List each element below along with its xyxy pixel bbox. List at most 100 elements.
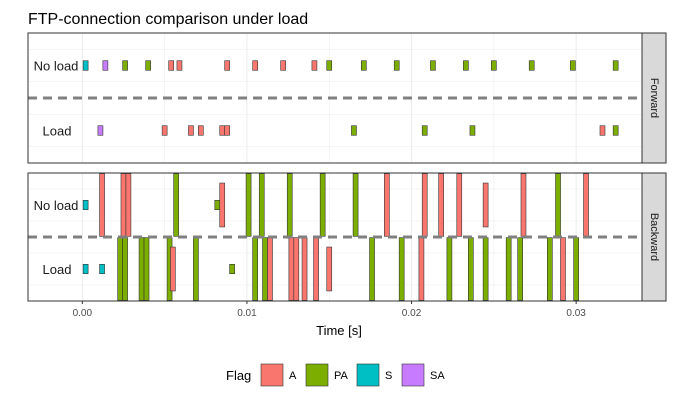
bar-a: [267, 237, 273, 301]
bar-a: [224, 60, 230, 71]
chart-title: FTP-connection comparison under load: [28, 11, 308, 28]
bar-pa: [326, 60, 333, 71]
bar-a: [438, 173, 444, 237]
legend-label-sa: SA: [430, 370, 445, 382]
bar-pa: [361, 60, 367, 71]
bar-a: [583, 173, 589, 237]
bar-a: [198, 125, 204, 136]
bar-a: [99, 173, 105, 237]
legend-title: Flag: [226, 368, 251, 383]
bar-a: [421, 173, 428, 237]
bar-pa: [482, 237, 489, 301]
bar-pa: [398, 237, 405, 301]
bar-a: [188, 125, 194, 136]
bar-pa: [469, 125, 476, 136]
bar-a: [168, 60, 175, 71]
bar-pa: [446, 237, 453, 301]
bar-pa: [117, 237, 123, 301]
bar-a: [176, 60, 183, 71]
bar-pa: [286, 173, 293, 237]
row-label: Load: [43, 262, 72, 277]
bar-pa: [468, 237, 474, 301]
legend-label-a: A: [289, 370, 297, 382]
bar-a: [224, 125, 230, 136]
panel-strip-label: Backward: [648, 213, 660, 261]
bar-a: [170, 246, 176, 292]
bar-a: [560, 237, 566, 301]
bar-pa: [612, 60, 619, 71]
bar-pa: [258, 173, 265, 237]
x-axis-title: Time [s]: [316, 323, 362, 338]
bar-pa: [351, 125, 357, 136]
bar-a: [252, 60, 258, 71]
bar-pa: [463, 60, 469, 71]
bar-pa: [173, 173, 179, 237]
legend-label-s: S: [385, 370, 392, 382]
bar-a: [456, 173, 463, 237]
bar-pa: [491, 60, 497, 71]
chart-panels: No load Load Forward No load Load Backward 0.0…: [27, 32, 667, 319]
bar-pa: [528, 60, 535, 71]
bar-pa: [430, 60, 436, 71]
bar-s: [82, 263, 89, 275]
bar-pa: [505, 237, 512, 301]
bar-pa: [252, 237, 258, 301]
bar-s: [82, 60, 89, 71]
legend: Flag A PA S SA: [226, 363, 445, 387]
bar-a: [482, 182, 489, 228]
bar-pa: [145, 60, 151, 71]
bar-a: [288, 237, 295, 301]
panel-strip-label: Forward: [648, 78, 660, 118]
bar-pa: [547, 237, 553, 301]
bar-a: [599, 125, 606, 136]
bar-pa: [229, 263, 235, 275]
bar-pa: [122, 60, 128, 71]
bar-pa: [122, 237, 128, 301]
bar-pa: [369, 237, 375, 301]
bar-pa: [138, 237, 145, 301]
bar-pa: [612, 125, 619, 136]
bar-pa: [517, 237, 523, 301]
bar-s: [82, 199, 89, 211]
bar-a: [384, 173, 390, 237]
bar-a: [219, 125, 226, 136]
bar-pa: [143, 237, 150, 301]
row-label: No load: [34, 59, 79, 74]
bar-a: [161, 125, 168, 136]
panel-backward: No load Load Backward: [27, 172, 667, 302]
x-tick-label: 0.02: [402, 308, 422, 319]
bar-a: [120, 173, 127, 237]
bar-a: [280, 60, 286, 71]
bar-a: [313, 237, 319, 301]
x-tick-label: 0.00: [73, 308, 93, 319]
bar-sa: [102, 60, 109, 71]
bar-pa: [393, 60, 400, 71]
x-tick-label: 0.01: [237, 308, 257, 319]
panel-strip: [641, 32, 667, 164]
bar-pa: [573, 237, 579, 301]
panel-strip: [641, 172, 667, 302]
bar-sa: [97, 125, 104, 136]
bar-pa: [421, 125, 428, 136]
bar-pa: [555, 173, 561, 237]
legend-key-sa: [401, 363, 425, 387]
bar-a: [219, 182, 226, 228]
bar-s: [99, 263, 105, 275]
bar-pa: [570, 60, 576, 71]
bar-a: [520, 173, 527, 237]
legend-key-s: [356, 363, 380, 387]
legend-label-pa: PA: [334, 370, 349, 382]
bar-pa: [352, 173, 359, 237]
bar-a: [326, 246, 333, 292]
row-label: No load: [34, 198, 79, 213]
legend-key-a: [260, 363, 284, 387]
bar-a: [293, 237, 300, 301]
bar-pa: [193, 237, 199, 301]
row-label: Load: [43, 124, 72, 139]
bar-pa: [319, 173, 326, 237]
bar-pa: [214, 199, 221, 211]
bar-pa: [262, 237, 268, 301]
legend-key-pa: [305, 363, 329, 387]
x-tick-label: 0.03: [566, 308, 586, 319]
bar-a: [125, 173, 132, 237]
